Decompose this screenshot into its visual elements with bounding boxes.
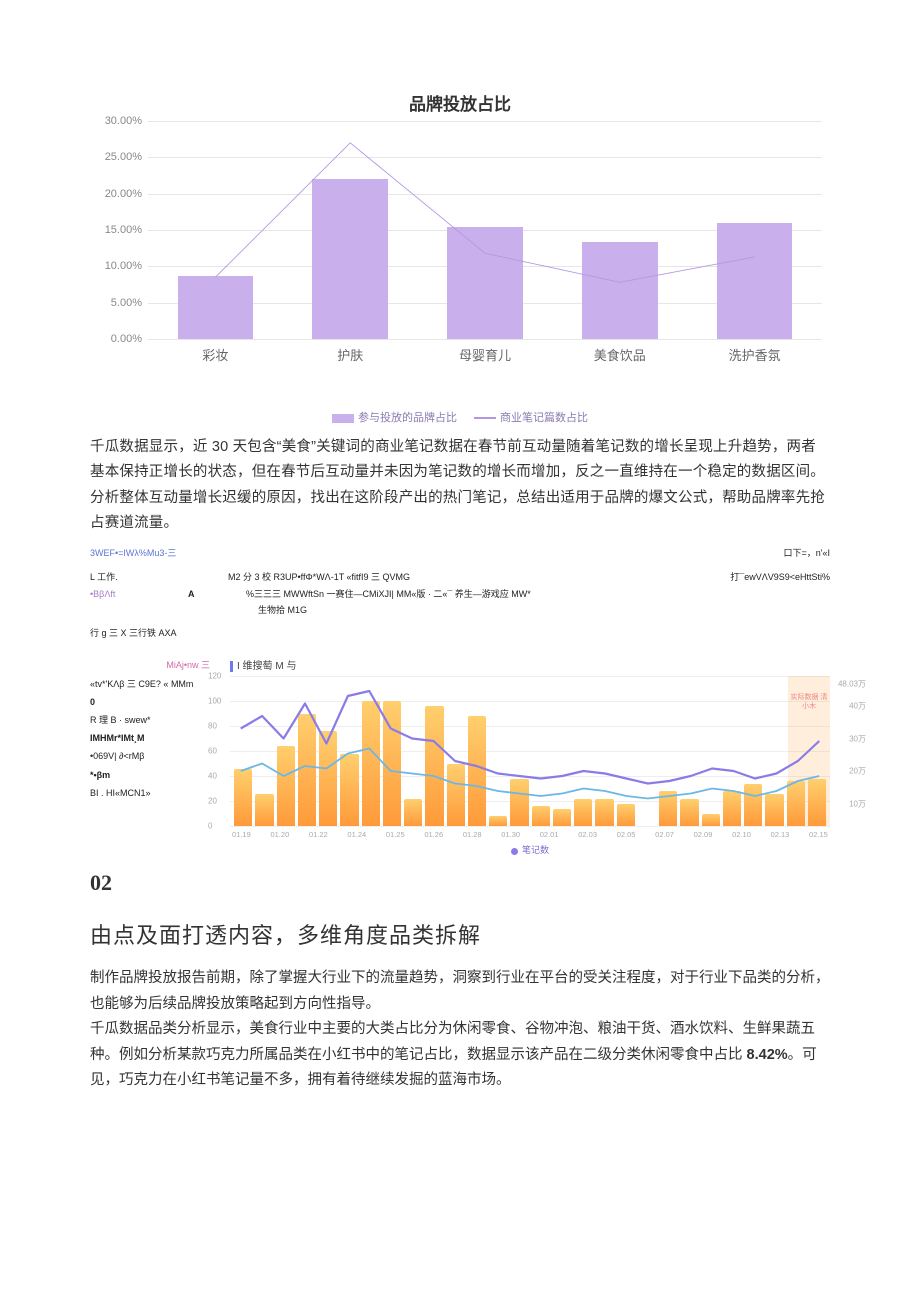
- noise-r2c1b: A: [188, 588, 218, 601]
- noise-r1c2: M2 分 3 校 R3UP•ffΦ*WΛ-1T «fitfI9 三 QVMG: [228, 571, 410, 584]
- chart1-legend: 参与投放的品牌占比 商业笔记篇数占比: [90, 409, 830, 425]
- noise-topright: 口下=，n'«I: [784, 547, 831, 560]
- chart2-xaxis: 01.1901.2001.2201.2401.2501.2601.2801.30…: [230, 830, 830, 839]
- section-p1: 制作品牌投放报告前期，除了掌握大行业下的流量趋势，洞察到行业在平台的受关注程度，…: [90, 966, 830, 1017]
- noise-r2c2: %三三三 MWWftSn 一赛住—CMiXJI| MM«版 · 二«¯ 养生—游…: [246, 588, 531, 601]
- noise-r3c2: 生物拾 M1G: [258, 604, 307, 617]
- noise-r2c1: •BβΛft: [90, 588, 160, 601]
- chart2-sidebar: MiAj•nw 三«tv*'KΛβ 三 C9E? « MMm0R 理 B · s…: [90, 657, 210, 856]
- section-p2: 千瓜数据品类分析显示，美食行业中主要的大类占比分为休闲零食、谷物冲泡、粮油干货、…: [90, 1017, 830, 1093]
- noise-r1c1: L 工作.: [90, 571, 200, 584]
- brand-share-chart: 品牌投放占比 0.00%5.00%10.00%15.00%20.00%25.00…: [90, 90, 830, 425]
- chart2-legend: 笔记数: [230, 843, 830, 856]
- chart2-title: I 维搜萄 M 与: [230, 657, 830, 672]
- noise-topleft: 3WEF•=IWλ%Mu3-三: [90, 547, 176, 560]
- chart1-title: 品牌投放占比: [90, 90, 830, 115]
- metadata-noise: 3WEF•=IWλ%Mu3-三 口下=，n'«I L 工作. M2 分 3 校 …: [90, 547, 830, 640]
- chart2-area: I 维搜萄 M 与 02040608010012048.03万40万30万20万…: [230, 657, 830, 856]
- section-heading: 由点及面打透内容，多维角度品类拆解: [90, 918, 830, 950]
- legend-line-swatch: [474, 417, 496, 419]
- noise-r4c1: 行 g 三 X 三行铁 AXA: [90, 627, 177, 640]
- noise-r1c3: 打¯ewVΛV9S9<eHttSti%: [730, 571, 830, 584]
- trend-chart-block: MiAj•nw 三«tv*'KΛβ 三 C9E? « MMm0R 理 B · s…: [90, 657, 830, 856]
- chart1-body: 0.00%5.00%10.00%15.00%20.00%25.00%30.00%…: [90, 121, 830, 381]
- legend-bar-swatch: [332, 414, 354, 423]
- section-number: 02: [90, 870, 830, 896]
- paragraph-intro: 千瓜数据显示，近 30 天包含“美食”关键词的商业笔记数据在春节前互动量随着笔记…: [90, 435, 830, 537]
- legend-bar-label: 参与投放的品牌占比: [358, 412, 457, 424]
- legend-line-label: 商业笔记篇数占比: [500, 412, 588, 424]
- chart2-plot: 02040608010012048.03万40万30万20万10万实际数据 清小…: [230, 676, 830, 826]
